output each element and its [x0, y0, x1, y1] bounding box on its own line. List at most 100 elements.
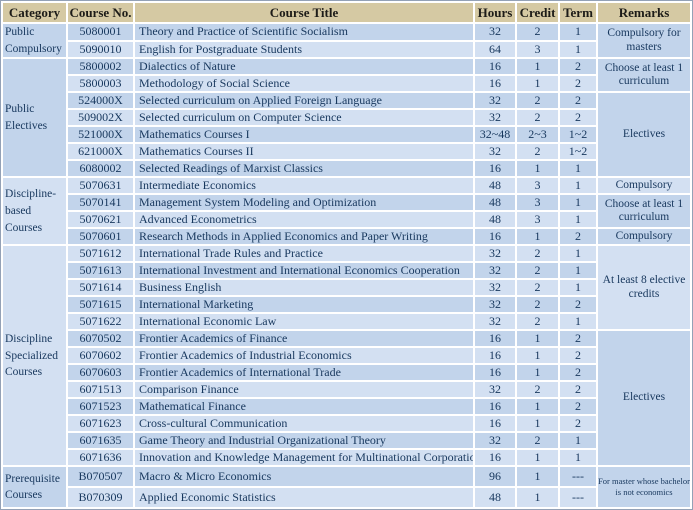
table-row: 6071635 Game Theory and Industrial Organi… — [3, 433, 690, 449]
credit-cell: 1 — [517, 450, 558, 466]
credit-cell: 3 — [517, 195, 558, 211]
term-cell: 2 — [560, 331, 596, 347]
credit-cell: 2~3 — [517, 127, 558, 143]
credit-cell: 1 — [517, 416, 558, 432]
hours-cell: 32 — [475, 263, 515, 279]
hours-cell: 16 — [475, 229, 515, 245]
remark-cell: Compulsory — [598, 229, 690, 245]
course-title-cell: Innovation and Knowledge Management for … — [135, 450, 473, 466]
term-cell: 1~2 — [560, 127, 596, 143]
course-title-cell: Selected Readings of Marxist Classics — [135, 161, 473, 177]
hours-cell: 32 — [475, 433, 515, 449]
term-cell: 2 — [560, 297, 596, 313]
term-cell: 2 — [560, 416, 596, 432]
course-title-cell: Macro & Micro Economics — [135, 467, 473, 487]
course-no-cell: 5071612 — [68, 246, 133, 262]
remark-cell: Choose at least 1 curriculum — [598, 195, 690, 228]
term-cell: 1 — [560, 24, 596, 40]
table-header: Category Course No. Course Title Hours C… — [3, 3, 690, 22]
hours-cell: 16 — [475, 76, 515, 92]
course-no-cell: 5071613 — [68, 263, 133, 279]
course-title-cell: Frontier Academics of Finance — [135, 331, 473, 347]
table-row: 524000X Selected curriculum on Applied Fo… — [3, 93, 690, 177]
hours-cell: 32 — [475, 314, 515, 330]
remark-cell: Electives — [598, 331, 690, 466]
course-title-cell: Theory and Practice of Scientific Social… — [135, 24, 473, 40]
remark-cell: Electives — [598, 93, 690, 177]
credit-cell: 1 — [517, 76, 558, 92]
credit-cell: 1 — [517, 331, 558, 347]
table-row: 521000X Mathematics Courses I 32~48 2~3 1~2 — [3, 127, 690, 143]
course-no-cell: 6071635 — [68, 433, 133, 449]
remark-cell: For master whose bachelor is not economi… — [598, 467, 690, 508]
hours-cell: 32 — [475, 297, 515, 313]
table-row: 6071513 Comparison Finance 32 2 2 — [3, 382, 690, 398]
table-row: 6070602 Frontier Academics of Industrial … — [3, 348, 690, 364]
credit-cell: 1 — [517, 399, 558, 415]
course-no-cell: 5071622 — [68, 314, 133, 330]
remark-cell: Compulsory for masters — [598, 24, 690, 58]
credit-cell: 1 — [517, 467, 558, 487]
course-no-cell: 5071614 — [68, 280, 133, 296]
credit-cell: 2 — [517, 382, 558, 398]
hours-cell: 32 — [475, 24, 515, 40]
course-no-cell: B070309 — [68, 488, 133, 508]
hours-cell: 32 — [475, 110, 515, 126]
credit-cell: 1 — [517, 161, 558, 177]
course-no-cell: 5800003 — [68, 76, 133, 92]
course-no-cell: 521000X — [68, 127, 133, 143]
table-row: Discipline Specialized Courses 5071612 Int… — [3, 246, 690, 466]
table-row: 6071523 Mathematical Finance 16 1 2 — [3, 399, 690, 415]
hours-cell: 32~48 — [475, 127, 515, 143]
credit-cell: 2 — [517, 263, 558, 279]
course-title-cell: Research Methods in Applied Economics an… — [135, 229, 473, 245]
credit-cell: 2 — [517, 93, 558, 109]
header-course-title: Course Title — [135, 3, 473, 22]
credit-cell: 2 — [517, 24, 558, 40]
course-no-cell: 621000X — [68, 144, 133, 160]
hours-cell: 32 — [475, 144, 515, 160]
course-no-cell: 5071615 — [68, 297, 133, 313]
term-cell: 2 — [560, 110, 596, 126]
table-row: 5070621 Advanced Econometrics 48 3 1 — [3, 212, 690, 228]
term-cell: 2 — [560, 399, 596, 415]
remark-cell: At least 8 elective credits — [598, 246, 690, 330]
remark-cell: Choose at least 1 curriculum — [598, 59, 690, 92]
course-title-cell: International Economic Law — [135, 314, 473, 330]
table-body: Public Compulsory 5080001 Theory and Pract… — [3, 24, 690, 508]
hours-cell: 48 — [475, 212, 515, 228]
course-title-cell: Intermediate Economics — [135, 178, 473, 194]
hours-cell: 96 — [475, 467, 515, 487]
term-cell: 2 — [560, 365, 596, 381]
course-no-cell: 6070603 — [68, 365, 133, 381]
course-no-cell: 5070601 — [68, 229, 133, 245]
term-cell: 1 — [560, 280, 596, 296]
hours-cell: 16 — [475, 399, 515, 415]
credit-cell: 2 — [517, 246, 558, 262]
table-row: 621000X Mathematics Courses II 32 2 1~2 — [3, 144, 690, 160]
table-row: Prerequisite Courses B070507 Macro & Micro… — [3, 467, 690, 508]
term-cell: 1 — [560, 314, 596, 330]
credit-cell: 3 — [517, 178, 558, 194]
course-title-cell: Selected curriculum on Applied Foreign L… — [135, 93, 473, 109]
table-row: 5800003 Methodology of Social Science 16 1 2 — [3, 76, 690, 92]
term-cell: 1 — [560, 433, 596, 449]
hours-cell: 64 — [475, 41, 515, 58]
table-row: 6070502 Frontier Academics of Finance 16 1 2… — [3, 331, 690, 466]
term-cell: 2 — [560, 59, 596, 75]
category-cell: Public Compulsory — [3, 24, 66, 58]
category-cell: Discipline-based Courses — [3, 178, 66, 245]
hours-cell: 32 — [475, 246, 515, 262]
credit-cell: 2 — [517, 297, 558, 313]
course-no-cell: 5070621 — [68, 212, 133, 228]
course-title-cell: English for Postgraduate Students — [135, 41, 473, 58]
course-title-cell: Frontier Academics of Industrial Economi… — [135, 348, 473, 364]
table-row: Public Compulsory 5080001 Theory and Pract… — [3, 24, 690, 58]
table-row: 5070601 Research Methods in Applied Econo… — [3, 229, 690, 245]
table-row: Discipline-based Courses 5070631 Intermedi… — [3, 178, 690, 245]
course-title-cell: Comparison Finance — [135, 382, 473, 398]
hours-cell: 16 — [475, 348, 515, 364]
table-row: 5071615 International Marketing 32 2 2 — [3, 297, 690, 313]
term-cell: 1 — [560, 450, 596, 466]
hours-cell: 16 — [475, 365, 515, 381]
